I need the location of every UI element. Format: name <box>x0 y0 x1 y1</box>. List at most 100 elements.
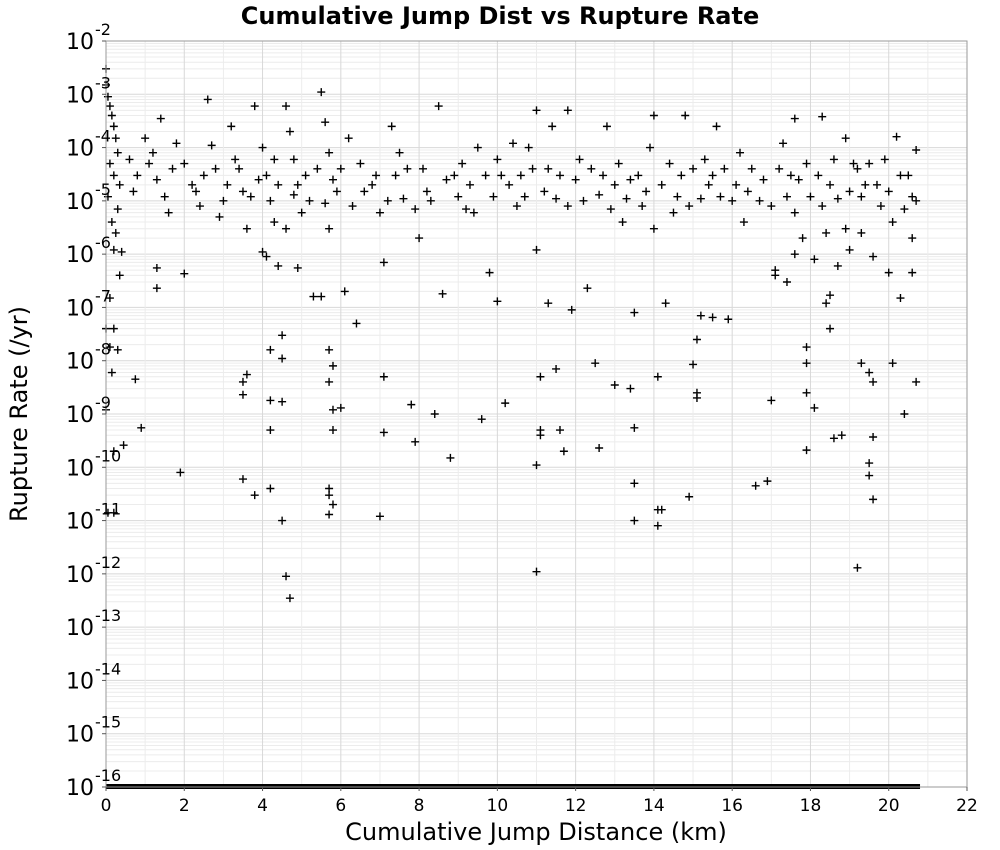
data-point <box>532 461 541 470</box>
data-point <box>328 405 337 414</box>
data-point <box>696 311 705 320</box>
data-point <box>665 159 674 168</box>
data-point <box>806 192 815 201</box>
data-points <box>102 64 921 603</box>
data-point <box>908 268 917 277</box>
data-point <box>111 134 120 143</box>
data-point <box>794 175 803 184</box>
data-point <box>751 481 760 490</box>
data-point <box>274 180 283 189</box>
data-point <box>152 263 161 272</box>
data-point <box>865 368 874 377</box>
x-axis-ticks: 0 2 4 6 8 10 12 14 16 18 20 22 <box>101 787 978 816</box>
data-point <box>111 228 120 237</box>
data-point <box>653 521 662 530</box>
data-point <box>896 294 905 303</box>
data-point <box>501 399 510 408</box>
data-point <box>227 122 236 131</box>
data-point <box>254 175 263 184</box>
data-point <box>109 508 118 517</box>
y-tick-label: 10-2 <box>66 20 111 55</box>
data-point <box>790 114 799 123</box>
data-point <box>743 187 752 196</box>
data-point <box>113 205 122 214</box>
data-point <box>716 192 725 201</box>
y-tick-label: 10-4 <box>66 127 111 162</box>
data-point <box>736 148 745 157</box>
data-point <box>415 234 424 243</box>
data-point <box>904 171 913 180</box>
data-point <box>266 345 275 354</box>
data-point <box>109 324 118 333</box>
data-point <box>103 192 112 201</box>
y-tick-label: 10-16 <box>66 766 121 801</box>
data-point <box>321 118 330 127</box>
data-point <box>137 423 146 432</box>
data-point <box>653 372 662 381</box>
data-point <box>704 180 713 189</box>
data-point <box>485 268 494 277</box>
x-tick-label: 16 <box>721 796 743 816</box>
data-point <box>180 159 189 168</box>
data-point <box>700 155 709 164</box>
data-point <box>857 228 866 237</box>
data-point <box>211 164 220 173</box>
data-point <box>696 194 705 203</box>
data-point <box>109 447 118 456</box>
data-point <box>289 190 298 199</box>
y-tick-label: 10-10 <box>66 446 121 481</box>
data-point <box>853 164 862 173</box>
data-point <box>325 148 334 157</box>
data-point <box>160 192 169 201</box>
data-point <box>845 245 854 254</box>
data-point <box>152 284 161 293</box>
data-point <box>657 180 666 189</box>
data-point <box>493 297 502 306</box>
data-point <box>552 364 561 373</box>
data-point <box>841 224 850 233</box>
data-point <box>278 354 287 363</box>
data-point <box>622 194 631 203</box>
data-point <box>168 164 177 173</box>
data-point <box>524 143 533 152</box>
data-point <box>379 258 388 267</box>
data-point <box>107 111 116 120</box>
data-point <box>512 202 521 211</box>
data-point <box>888 218 897 227</box>
data-point <box>145 159 154 168</box>
y-tick-label: 10-15 <box>66 713 121 748</box>
data-point <box>747 164 756 173</box>
data-point <box>798 234 807 243</box>
data-point <box>438 289 447 298</box>
data-point <box>231 155 240 164</box>
data-point <box>293 180 302 189</box>
data-point <box>426 196 435 205</box>
data-point <box>759 175 768 184</box>
data-point <box>516 171 525 180</box>
data-point <box>301 171 310 180</box>
data-point <box>105 294 114 303</box>
data-point <box>325 224 334 233</box>
data-point <box>532 245 541 254</box>
y-tick-label: 10-7 <box>66 286 111 321</box>
x-tick-label: 22 <box>956 796 978 816</box>
data-point <box>869 433 878 442</box>
data-point <box>865 159 874 168</box>
data-point <box>282 572 291 581</box>
data-point <box>810 403 819 412</box>
y-tick-label: 10-6 <box>66 233 111 268</box>
data-point <box>223 180 232 189</box>
x-tick-label: 6 <box>335 796 346 816</box>
data-point <box>199 171 208 180</box>
data-point <box>360 187 369 196</box>
data-point <box>563 106 572 115</box>
data-point <box>493 155 502 164</box>
data-point <box>677 171 686 180</box>
data-point <box>912 377 921 386</box>
data-point <box>317 88 326 97</box>
data-point <box>822 299 831 308</box>
data-point <box>865 459 874 468</box>
data-point <box>829 434 838 443</box>
data-point <box>340 287 349 296</box>
data-point <box>818 202 827 211</box>
